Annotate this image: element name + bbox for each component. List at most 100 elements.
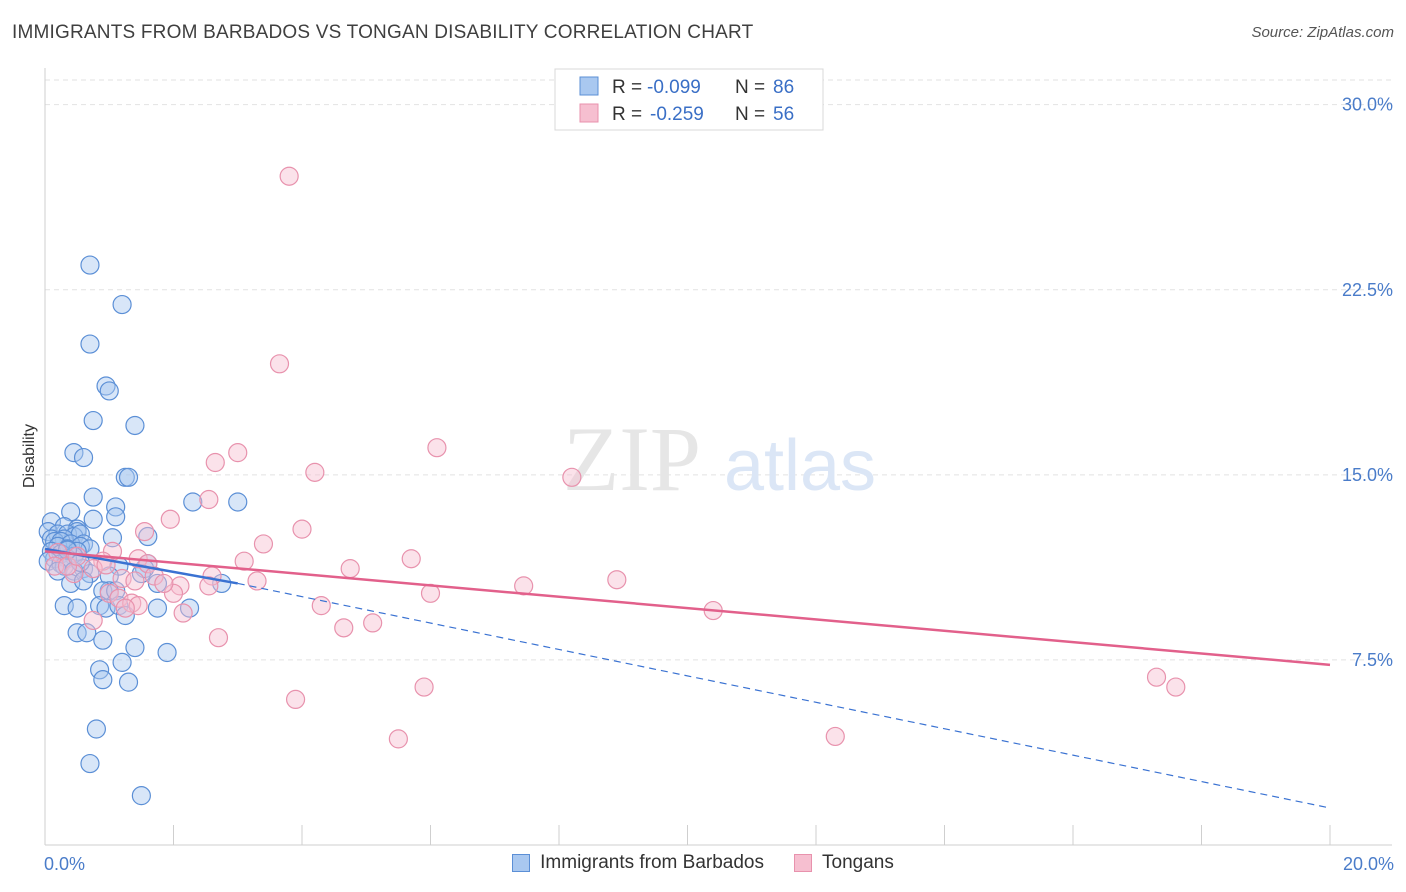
- point-tongans: [340, 559, 360, 579]
- series-legend-label-tongans: Tongans: [822, 852, 894, 873]
- point-tongans: [173, 603, 193, 623]
- stats-legend-box: [554, 68, 824, 131]
- point-barbados: [99, 381, 119, 401]
- point-tongans: [154, 573, 174, 594]
- axes: [44, 68, 1392, 846]
- point-barbados: [112, 294, 132, 315]
- point-tongans: [334, 618, 354, 638]
- series-legend: Immigrants from Barbados Tongans: [0, 852, 1406, 874]
- trend-line-barbados-extrapolated: [237, 582, 1331, 809]
- y-tick-label: 7.5%: [1352, 650, 1393, 670]
- point-barbados: [125, 415, 145, 436]
- point-tongans: [170, 576, 190, 596]
- point-tongans: [305, 462, 325, 482]
- point-barbados: [179, 598, 200, 618]
- point-barbados: [112, 652, 132, 672]
- legend-r-label-barbados: R =: [612, 77, 642, 98]
- trend-lines: [44, 547, 1331, 809]
- point-tongans: [83, 559, 103, 579]
- stats-legend: R = -0.099 N = 86 R = -0.259 N = 56: [554, 68, 824, 131]
- point-barbados: [228, 492, 248, 512]
- y-tick-label: 22.5%: [1342, 280, 1393, 300]
- legend-r-value-tongans: -0.259: [650, 104, 704, 125]
- watermark-atlas: atlas: [724, 426, 876, 506]
- point-tongans: [427, 438, 447, 458]
- point-barbados: [115, 605, 135, 626]
- point-barbados: [157, 642, 177, 663]
- y-tick-label: 30.0%: [1342, 95, 1393, 115]
- point-tongans: [199, 576, 219, 596]
- point-barbados: [93, 670, 113, 690]
- point-tongans: [825, 726, 845, 747]
- point-barbados: [118, 672, 139, 692]
- point-barbados: [131, 786, 151, 806]
- point-barbados: [106, 507, 126, 527]
- data-points: [38, 166, 1186, 806]
- point-tongans: [562, 467, 582, 487]
- point-tongans: [228, 443, 248, 463]
- watermark-zip: ZIP: [563, 408, 701, 510]
- legend-r-value-barbados: -0.099: [647, 77, 701, 98]
- point-barbados: [106, 497, 126, 517]
- point-barbados: [67, 598, 87, 618]
- point-barbados: [80, 753, 100, 774]
- legend-n-value-tongans: 56: [773, 104, 794, 125]
- point-tongans: [607, 570, 627, 590]
- point-tongans: [125, 571, 145, 591]
- point-tongans: [247, 571, 267, 591]
- point-barbados: [80, 255, 100, 275]
- point-tongans: [285, 689, 306, 710]
- point-barbados: [83, 509, 103, 529]
- point-tongans: [160, 509, 180, 529]
- point-barbados: [80, 334, 100, 354]
- grid-lines: [45, 79, 1392, 661]
- legend-swatch-tongans: [579, 103, 599, 123]
- series-legend-item-tongans: Tongans: [794, 852, 894, 874]
- legend-r-label-tongans: R =: [612, 104, 642, 125]
- point-tongans: [414, 677, 434, 697]
- point-barbados: [183, 492, 203, 512]
- point-tongans: [199, 489, 219, 510]
- chart-title: IMMIGRANTS FROM BARBADOS VS TONGAN DISAB…: [12, 22, 754, 43]
- y-axis-title: Disability: [21, 424, 38, 488]
- y-tick-label: 15.0%: [1342, 465, 1393, 485]
- point-barbados: [86, 719, 107, 739]
- point-tongans: [163, 583, 184, 603]
- point-barbados: [64, 443, 84, 463]
- point-tongans: [144, 566, 164, 586]
- legend-n-label-tongans: N =: [735, 104, 765, 125]
- point-barbados: [83, 487, 103, 507]
- point-barbados: [118, 467, 139, 487]
- series-legend-swatch-barbados: [512, 854, 531, 872]
- point-barbados: [102, 528, 123, 548]
- legend-swatch-barbados: [579, 76, 599, 96]
- point-tongans: [269, 354, 290, 374]
- point-tongans: [109, 588, 129, 608]
- point-tongans: [514, 576, 534, 596]
- point-barbados: [77, 623, 97, 643]
- series-legend-swatch-tongans: [794, 854, 812, 872]
- source-label: Source: ZipAtlas.com: [1251, 24, 1394, 41]
- x-tick-label-max: 20.0%: [1343, 854, 1394, 874]
- legend-n-value-barbados: 86: [773, 77, 794, 98]
- point-tongans: [205, 452, 225, 473]
- watermark: ZIP atlas: [563, 408, 876, 510]
- trend-line-tongans: [44, 550, 1331, 667]
- point-barbados: [147, 598, 168, 618]
- point-barbados: [125, 637, 145, 658]
- point-tongans: [234, 551, 254, 571]
- point-barbados: [83, 410, 103, 431]
- point-tongans: [57, 556, 78, 576]
- point-tongans: [388, 729, 408, 749]
- point-tongans: [292, 519, 312, 539]
- point-barbados: [73, 447, 94, 468]
- point-tongans: [401, 549, 421, 569]
- legend-n-label-barbados: N =: [735, 77, 765, 98]
- point-tongans: [99, 583, 119, 603]
- point-tongans: [363, 613, 383, 633]
- point-tongans: [115, 598, 135, 618]
- y-tick-labels: 7.5% 15.0% 22.5% 30.0%: [1342, 95, 1393, 670]
- series-legend-label-barbados: Immigrants from Barbados: [540, 852, 764, 873]
- point-tongans: [83, 610, 103, 631]
